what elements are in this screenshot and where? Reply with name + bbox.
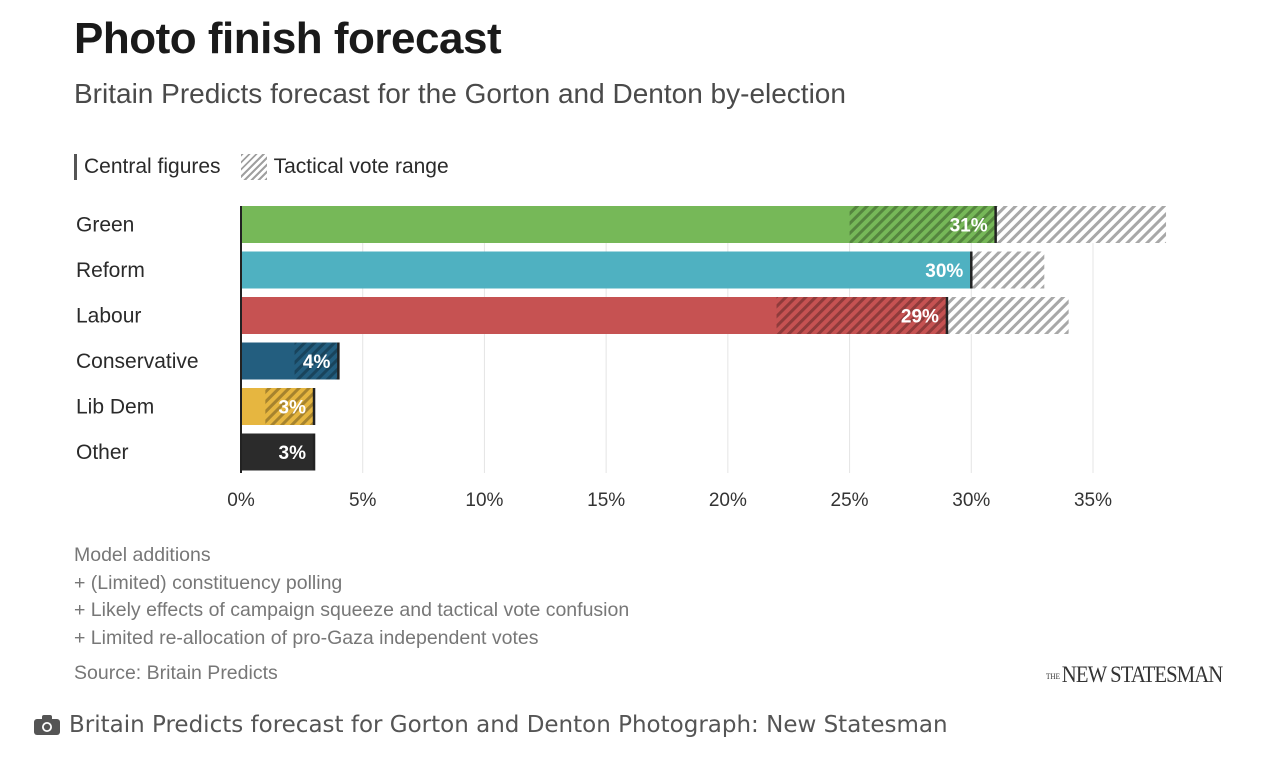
data-label: 30% (925, 261, 963, 282)
legend: Central figures Tactical vote range (74, 154, 449, 180)
data-label: 29% (901, 307, 939, 328)
brand-prefix: THE (1046, 672, 1061, 682)
bars: 31% 30% 29% 4% 3% 3% (240, 206, 1167, 473)
category-label: Labour (76, 305, 141, 328)
brand-name: NEW STATESMAN (1061, 662, 1223, 687)
tactical-range-lower (265, 388, 315, 425)
x-tick-label: 35% (1074, 490, 1112, 511)
bar-reform (241, 251, 972, 289)
notes-item: + Limited re-allocation of pro-Gaza inde… (74, 626, 539, 649)
tactical-range-upper (946, 297, 1069, 334)
hatch-swatch-icon (240, 154, 267, 180)
x-tick-label: 5% (349, 490, 377, 511)
legend-central-label: Central figures (84, 155, 221, 178)
category-label: Conservative (76, 350, 199, 373)
notes-item: + Likely effects of campaign squeeze and… (74, 599, 630, 621)
category-label: Other (76, 441, 129, 464)
x-tick-label: 25% (831, 490, 869, 511)
new-statesman-logo: THENEW STATESMAN (1046, 662, 1223, 688)
bar-chart: 31% 30% 29% 4% 3% 3% Green Reform Labour Conserv… (76, 206, 1167, 511)
notes-item: + (Limited) constituency polling (74, 571, 343, 594)
data-label: 3% (279, 443, 307, 464)
x-tick-label: 30% (952, 490, 990, 511)
tactical-range-lower (849, 206, 996, 243)
category-labels: Green Reform Labour Conservative Lib Dem Othe… (76, 214, 199, 465)
bar-other (241, 433, 315, 471)
tactical-range-upper (995, 206, 1167, 243)
source-text: Source: Britain Predicts (74, 662, 278, 684)
caption-text: Britain Predicts forecast for Gorton and… (69, 712, 948, 738)
x-tick-label: 15% (587, 490, 625, 511)
data-label: 4% (303, 352, 331, 373)
photo-caption: Britain Predicts forecast for Gorton and… (34, 712, 948, 738)
tactical-range-lower (776, 297, 947, 334)
category-label: Lib Dem (76, 396, 154, 419)
x-tick-label: 0% (227, 490, 255, 511)
notes-heading: Model additions (74, 544, 211, 566)
chart-subtitle: Britain Predicts forecast for the Gorton… (74, 78, 846, 109)
model-notes: Model additions + (Limited) constituency… (74, 542, 629, 652)
gridlines (362, 206, 1094, 473)
x-tick-label: 20% (709, 490, 747, 511)
x-tick-label: 10% (465, 490, 503, 511)
tactical-range-upper (971, 251, 1045, 289)
legend-tactical-label: Tactical vote range (273, 155, 449, 178)
data-label: 3% (279, 398, 307, 419)
category-label: Reform (76, 259, 145, 282)
tactical-range-lower (294, 342, 339, 380)
x-axis-ticks: 0% 5% 10% 15% 20% 25% 30% 35% (227, 490, 1112, 511)
category-label: Green (76, 214, 134, 237)
central-figure-swatch-icon (74, 154, 77, 180)
camera-icon (34, 715, 60, 735)
chart-title: Photo finish forecast (74, 14, 502, 63)
data-label: 31% (950, 216, 988, 237)
